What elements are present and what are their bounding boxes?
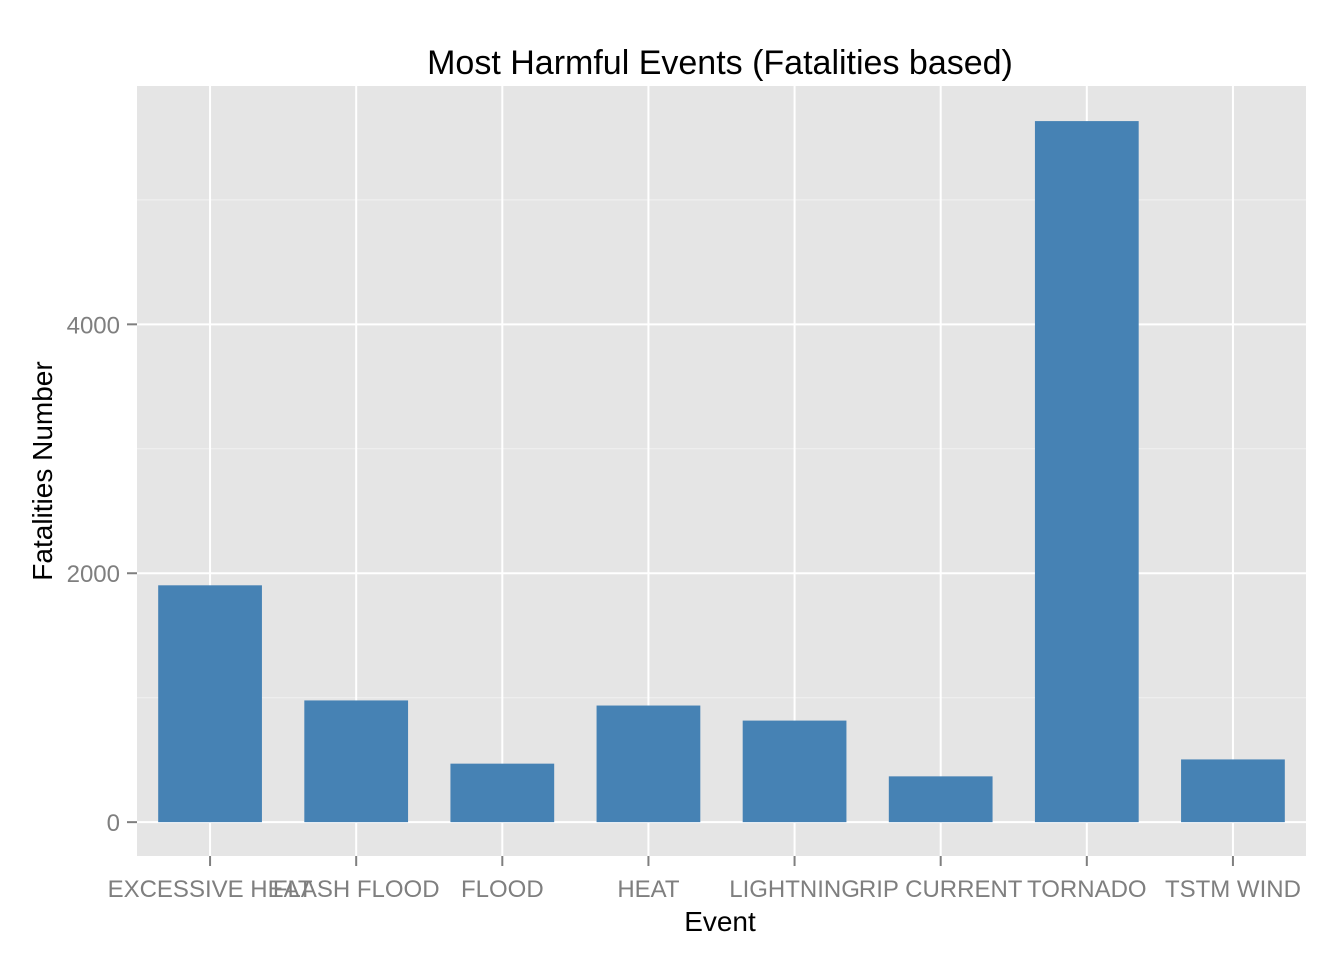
bar: [596, 705, 701, 823]
x-tick-label: RIP CURRENT: [859, 876, 1023, 903]
x-tick-label: FLASH FLOOD: [273, 876, 440, 903]
x-tick-label: EXCESSIVE HEAT: [108, 876, 313, 903]
y-tick-label: 4000: [67, 312, 120, 339]
y-axis: 0 2000 4000: [67, 312, 137, 837]
y-tick-label: 2000: [67, 561, 120, 588]
x-tick-label: FLOOD: [461, 876, 544, 903]
bar: [1181, 759, 1285, 823]
y-axis-title: Fatalities Number: [27, 361, 58, 580]
bars: [158, 121, 1285, 823]
bar: [158, 585, 262, 823]
x-tick-label: HEAT: [617, 876, 680, 903]
chart-title: Most Harmful Events (Fatalities based): [427, 44, 1013, 82]
bar: [1034, 121, 1139, 823]
x-tick-label: LIGHTNING: [729, 876, 860, 903]
x-tick-label: TSTM WIND: [1165, 876, 1301, 903]
x-axis-title: Event: [684, 906, 756, 937]
bar: [888, 776, 993, 823]
bar: [742, 720, 847, 823]
bar: [450, 763, 555, 823]
x-tick-label: TORNADO: [1027, 876, 1147, 903]
y-tick-label: 0: [107, 810, 120, 837]
bar: [304, 700, 409, 823]
